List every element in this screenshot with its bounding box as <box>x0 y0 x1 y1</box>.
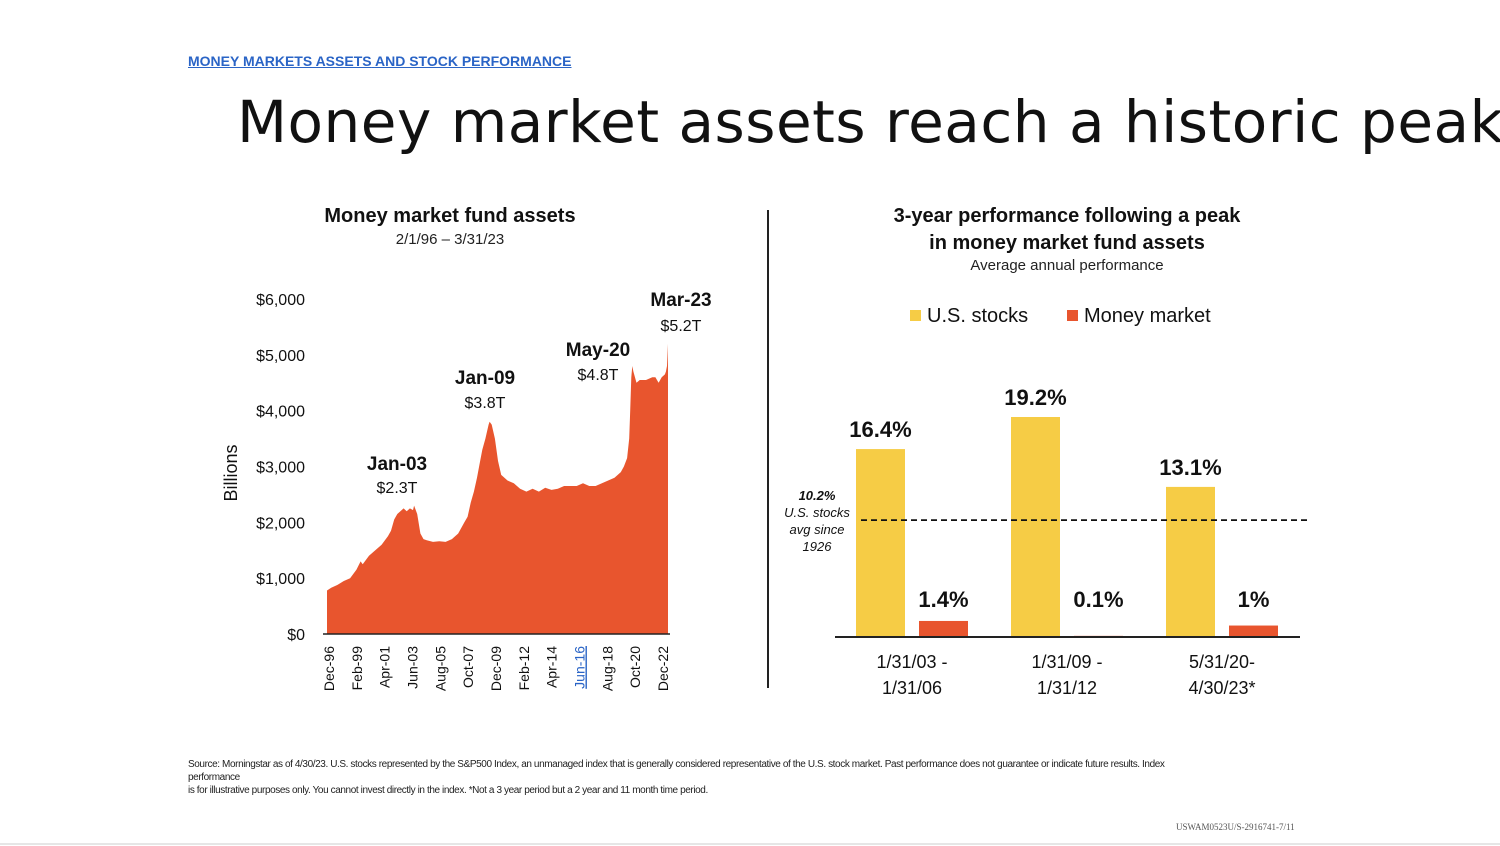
bar-value-label: 16.4% <box>849 417 911 442</box>
bar-value-label: 13.1% <box>1159 455 1221 480</box>
reference-line-label: avg since <box>790 522 845 537</box>
reference-line-label: 1926 <box>803 539 833 554</box>
x-tick-label: Dec-96 <box>321 646 337 691</box>
x-tick-label: Aug-05 <box>432 646 448 691</box>
bar-value-label: 1% <box>1238 587 1270 612</box>
x-tick-label: Aug-18 <box>599 646 615 691</box>
category-label: 1/31/03 - <box>876 652 947 672</box>
category-label: 1/31/12 <box>1037 678 1097 698</box>
legend-label: U.S. stocks <box>927 305 1028 327</box>
y-tick-label: $5,000 <box>256 348 305 365</box>
bar-value-label: 19.2% <box>1004 385 1066 410</box>
y-tick-label: $6,000 <box>256 292 305 309</box>
bar-chart-title-line1: 3-year performance following a peak <box>893 205 1241 227</box>
peak-date-label: Jan-09 <box>455 368 515 389</box>
source-footnote: Source: Morningstar as of 4/30/23. U.S. … <box>188 758 1258 797</box>
peak-value-label: $4.8T <box>578 367 619 384</box>
y-tick-label: $4,000 <box>256 404 305 421</box>
x-tick-label: Oct-07 <box>460 646 476 688</box>
assets-area-series <box>327 343 668 634</box>
legend-swatch <box>910 310 921 321</box>
document-id: USWAM0523U/S-2916741-7/11 <box>1176 822 1295 832</box>
x-tick-label: Apr-14 <box>544 646 560 688</box>
x-tick-label: Jun-16 <box>572 646 588 689</box>
legend-label: Money market <box>1084 305 1211 327</box>
stocks-bar <box>856 449 905 637</box>
money-market-bar <box>1229 625 1278 637</box>
peak-value-label: $5.2T <box>661 318 702 335</box>
reference-line-label: 10.2% <box>799 488 836 503</box>
footnote-line-1: Source: Morningstar as of 4/30/23. U.S. … <box>188 759 1165 770</box>
stocks-bar <box>1011 417 1060 637</box>
reference-line-label: U.S. stocks <box>784 505 850 520</box>
area-chart-subtitle: 2/1/96 – 3/31/23 <box>395 231 505 248</box>
y-tick-label: $2,000 <box>256 515 305 532</box>
y-tick-label: $3,000 <box>256 460 305 477</box>
area-chart-title: Money market fund assets <box>324 205 576 227</box>
x-tick-label: Apr-01 <box>377 646 393 688</box>
footnote-line-3: is for illustrative purposes only. You c… <box>188 785 708 796</box>
peak-value-label: $2.3T <box>377 480 418 497</box>
y-tick-label: $0 <box>287 627 305 644</box>
category-label: 1/31/06 <box>882 678 942 698</box>
peak-date-label: Jan-03 <box>367 454 427 475</box>
x-tick-label: Feb-99 <box>349 646 365 691</box>
header-link-part1[interactable]: MONEY MARKETS ASSETS <box>188 53 372 69</box>
x-tick-label: Oct-20 <box>627 646 643 688</box>
category-label: 1/31/09 - <box>1031 652 1102 672</box>
x-tick-label: Dec-09 <box>488 646 504 691</box>
y-axis-label: Billions <box>221 444 241 501</box>
legend-swatch <box>1067 310 1078 321</box>
page-title: Money market assets reach a historic pea… <box>237 88 1500 156</box>
peak-date-label: Mar-23 <box>650 290 711 311</box>
bar-value-label: 0.1% <box>1073 587 1123 612</box>
header-link-part2[interactable]: AND STOCK PERFORMANCE <box>374 53 572 69</box>
peak-value-label: $3.8T <box>465 395 506 412</box>
x-tick-label: Jun-03 <box>405 646 421 689</box>
stocks-bar <box>1166 486 1215 637</box>
y-tick-label: $1,000 <box>256 571 305 588</box>
bar-chart-subtitle: Average annual performance <box>970 257 1164 274</box>
footnote-line-2: performance <box>188 772 240 783</box>
x-tick-label: Dec-22 <box>655 646 671 691</box>
header-link[interactable]: MONEY MARKETS ASSETS AND STOCK PERFORMAN… <box>188 53 572 69</box>
bottom-border <box>0 843 1500 845</box>
x-tick-label: Feb-12 <box>516 646 532 691</box>
chart-divider <box>767 210 769 688</box>
category-label: 5/31/20- <box>1189 652 1255 672</box>
bar-chart-title-line2: in money market fund assets <box>929 232 1205 254</box>
money-market-bar <box>919 620 968 637</box>
category-label: 4/30/23* <box>1188 678 1255 698</box>
peak-date-label: May-20 <box>566 340 630 361</box>
bar-value-label: 1.4% <box>918 587 968 612</box>
